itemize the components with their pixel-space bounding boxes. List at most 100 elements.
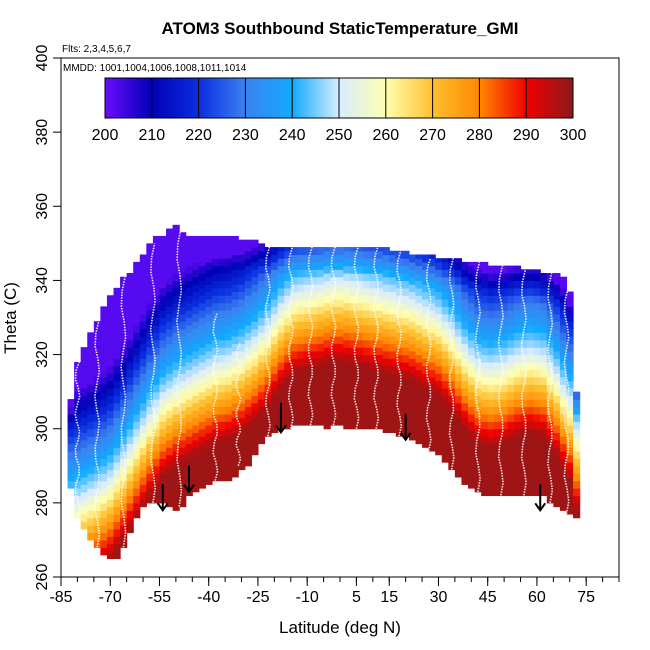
heatmap-cell — [500, 295, 508, 304]
flight-profile — [149, 243, 156, 503]
heatmap-cell — [395, 391, 403, 400]
heatmap-cell — [271, 380, 279, 389]
heatmap-cell — [317, 387, 325, 396]
heatmap-cell — [87, 384, 95, 393]
heatmap-cell — [225, 361, 233, 370]
heatmap-cell — [126, 391, 134, 400]
heatmap-cell — [211, 273, 220, 282]
heatmap-cell — [356, 361, 364, 370]
heatmap-cell — [310, 373, 318, 382]
heatmap-cell — [513, 399, 522, 408]
heatmap-cell — [468, 332, 476, 341]
heatmap-cell — [402, 287, 410, 296]
heatmap-cell — [244, 384, 252, 393]
heatmap-cell — [415, 413, 423, 422]
heatmap-cell — [198, 428, 207, 437]
heatmap-cell — [415, 361, 423, 370]
heatmap-cell — [244, 273, 252, 282]
heatmap-cell — [172, 480, 180, 489]
heatmap-cell — [113, 313, 121, 322]
heatmap-cell — [146, 310, 154, 319]
heatmap-cell — [422, 387, 430, 396]
heatmap-cell — [179, 454, 187, 463]
heatmap-cell — [487, 339, 495, 348]
heatmap-cell — [323, 324, 331, 333]
heatmap-cell — [80, 469, 88, 478]
heatmap-cell — [408, 350, 417, 359]
heatmap-cell — [362, 317, 371, 326]
heatmap-cell — [382, 269, 390, 278]
heatmap-cell — [553, 402, 561, 411]
heatmap-cell — [494, 384, 502, 393]
heatmap-cell — [435, 313, 443, 322]
heatmap-cell — [382, 373, 390, 382]
heatmap-cell — [218, 273, 226, 282]
heatmap-cell — [428, 436, 436, 445]
heatmap-cell — [126, 413, 134, 422]
heatmap-cell — [356, 354, 364, 363]
heatmap-cell — [146, 324, 154, 333]
heatmap-cell — [369, 391, 377, 400]
heatmap-cell — [251, 261, 259, 270]
heatmap-cell — [211, 347, 220, 356]
heatmap-cell — [87, 436, 95, 445]
heatmap-cell — [481, 339, 489, 348]
heatmap-cell — [349, 302, 358, 311]
heatmap-cell — [323, 317, 331, 326]
heatmap-cell — [481, 287, 489, 296]
heatmap-cell — [166, 432, 174, 441]
heatmap-cell — [185, 317, 193, 326]
heatmap-cell — [172, 413, 180, 422]
heatmap-cell — [67, 413, 75, 422]
heatmap-cell — [474, 298, 482, 307]
heatmap-cell — [179, 276, 187, 285]
heatmap-cell — [159, 391, 167, 400]
heatmap-cell — [198, 369, 207, 378]
heatmap-cell — [106, 373, 115, 382]
x-tick-label: -40 — [197, 589, 220, 606]
heatmap-cell — [408, 343, 417, 352]
colorbar-tick-label: 210 — [138, 127, 165, 144]
chart-title: ATOM3 Southbound StaticTemperature_GMI — [161, 19, 518, 38]
x-tick-label: 5 — [352, 589, 361, 606]
heatmap-cell — [80, 347, 88, 352]
heatmap-cell — [520, 406, 528, 415]
heatmap-cell — [415, 302, 423, 311]
heatmap-cell — [225, 347, 233, 356]
heatmap-cell — [481, 310, 489, 319]
heatmap-cell — [546, 391, 554, 400]
heatmap-cell — [192, 469, 200, 478]
heatmap-cell — [297, 402, 305, 411]
heatmap-cell — [435, 425, 443, 434]
heatmap-cell — [349, 265, 358, 274]
heatmap-cell — [507, 428, 515, 437]
heatmap-cell — [172, 250, 180, 259]
heatmap-cell — [513, 384, 522, 393]
heatmap-cell — [389, 395, 397, 404]
heatmap-cell — [573, 450, 581, 459]
heatmap-cell — [454, 432, 463, 441]
heatmap-cell — [382, 291, 390, 300]
heatmap-cell — [487, 310, 495, 319]
heatmap-cell — [238, 410, 246, 419]
heatmap-cell — [238, 269, 246, 278]
heatmap-cell — [106, 306, 115, 315]
heatmap-cell — [566, 454, 574, 463]
heatmap-cell — [540, 436, 548, 445]
heatmap-cell — [376, 324, 384, 333]
heatmap-cell — [533, 361, 541, 370]
heatmap-cell — [441, 365, 449, 374]
heatmap-cell — [277, 287, 285, 296]
heatmap-cell — [238, 380, 246, 389]
heatmap-cell — [126, 347, 134, 356]
heatmap-cell — [231, 417, 239, 426]
heatmap-cell — [461, 417, 469, 426]
heatmap-cell — [251, 284, 259, 293]
heatmap-cell — [211, 317, 220, 326]
heatmap-cell — [559, 332, 568, 341]
heatmap-cell — [192, 235, 200, 241]
heatmap-cell — [474, 432, 482, 441]
heatmap-cell — [317, 328, 325, 337]
heatmap-cell — [100, 376, 108, 385]
heatmap-cell — [402, 391, 410, 400]
